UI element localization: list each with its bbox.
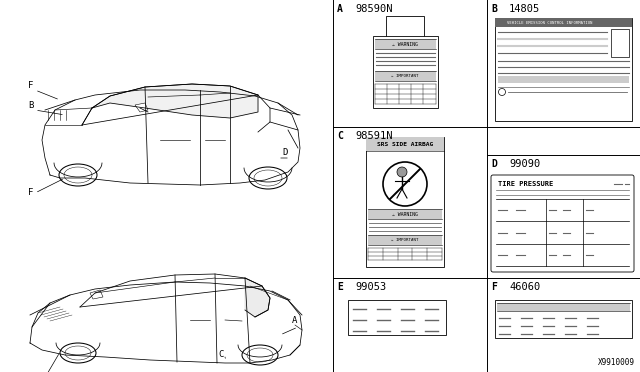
Text: A: A	[292, 316, 298, 325]
Text: B: B	[491, 4, 497, 14]
Polygon shape	[90, 290, 103, 299]
Text: C: C	[337, 131, 343, 141]
Text: SRS SIDE AIRBAG: SRS SIDE AIRBAG	[377, 141, 433, 147]
Bar	[495, 18, 632, 27]
Text: 98591N: 98591N	[355, 131, 392, 141]
Text: 14805: 14805	[509, 4, 540, 14]
Text: ⚠ WARNING: ⚠ WARNING	[392, 42, 418, 46]
Bar	[374, 39, 435, 49]
Polygon shape	[135, 103, 148, 112]
Ellipse shape	[249, 167, 287, 189]
Text: ⚠ WARNING: ⚠ WARNING	[392, 212, 418, 217]
Text: 99053: 99053	[355, 282, 387, 292]
Ellipse shape	[60, 343, 96, 363]
Bar	[366, 137, 444, 151]
Bar	[386, 16, 424, 38]
Text: D: D	[282, 148, 287, 157]
Bar	[368, 209, 442, 219]
Text: X9910009: X9910009	[598, 358, 635, 367]
Text: ⚠ IMPORTANT: ⚠ IMPORTANT	[391, 74, 419, 78]
Ellipse shape	[242, 345, 278, 365]
Bar	[497, 303, 630, 311]
Bar	[374, 71, 435, 81]
Text: 99090: 99090	[509, 159, 540, 169]
Text: 46060: 46060	[509, 282, 540, 292]
Text: F: F	[28, 81, 33, 90]
Polygon shape	[245, 278, 270, 317]
Circle shape	[397, 167, 407, 177]
Text: F: F	[28, 188, 33, 197]
FancyBboxPatch shape	[491, 175, 634, 272]
Bar	[348, 300, 446, 335]
Text: VEHICLE EMISSION CONTROL INFORMATION: VEHICLE EMISSION CONTROL INFORMATION	[507, 20, 593, 25]
Text: TIRE PRESSURE: TIRE PRESSURE	[498, 181, 553, 187]
Bar	[495, 300, 632, 338]
Text: A: A	[337, 4, 343, 14]
Bar	[366, 137, 444, 267]
Bar	[611, 29, 629, 57]
Bar	[495, 18, 632, 121]
Ellipse shape	[59, 164, 97, 186]
Text: ⚠ IMPORTANT: ⚠ IMPORTANT	[391, 238, 419, 242]
Text: F: F	[491, 282, 497, 292]
Text: E: E	[337, 282, 343, 292]
Bar	[368, 235, 442, 245]
Text: B: B	[28, 101, 33, 110]
Text: C: C	[218, 350, 223, 359]
Polygon shape	[92, 84, 258, 118]
Text: D: D	[491, 159, 497, 169]
Text: 98590N: 98590N	[355, 4, 392, 14]
Bar	[372, 36, 438, 108]
Bar	[498, 76, 629, 83]
